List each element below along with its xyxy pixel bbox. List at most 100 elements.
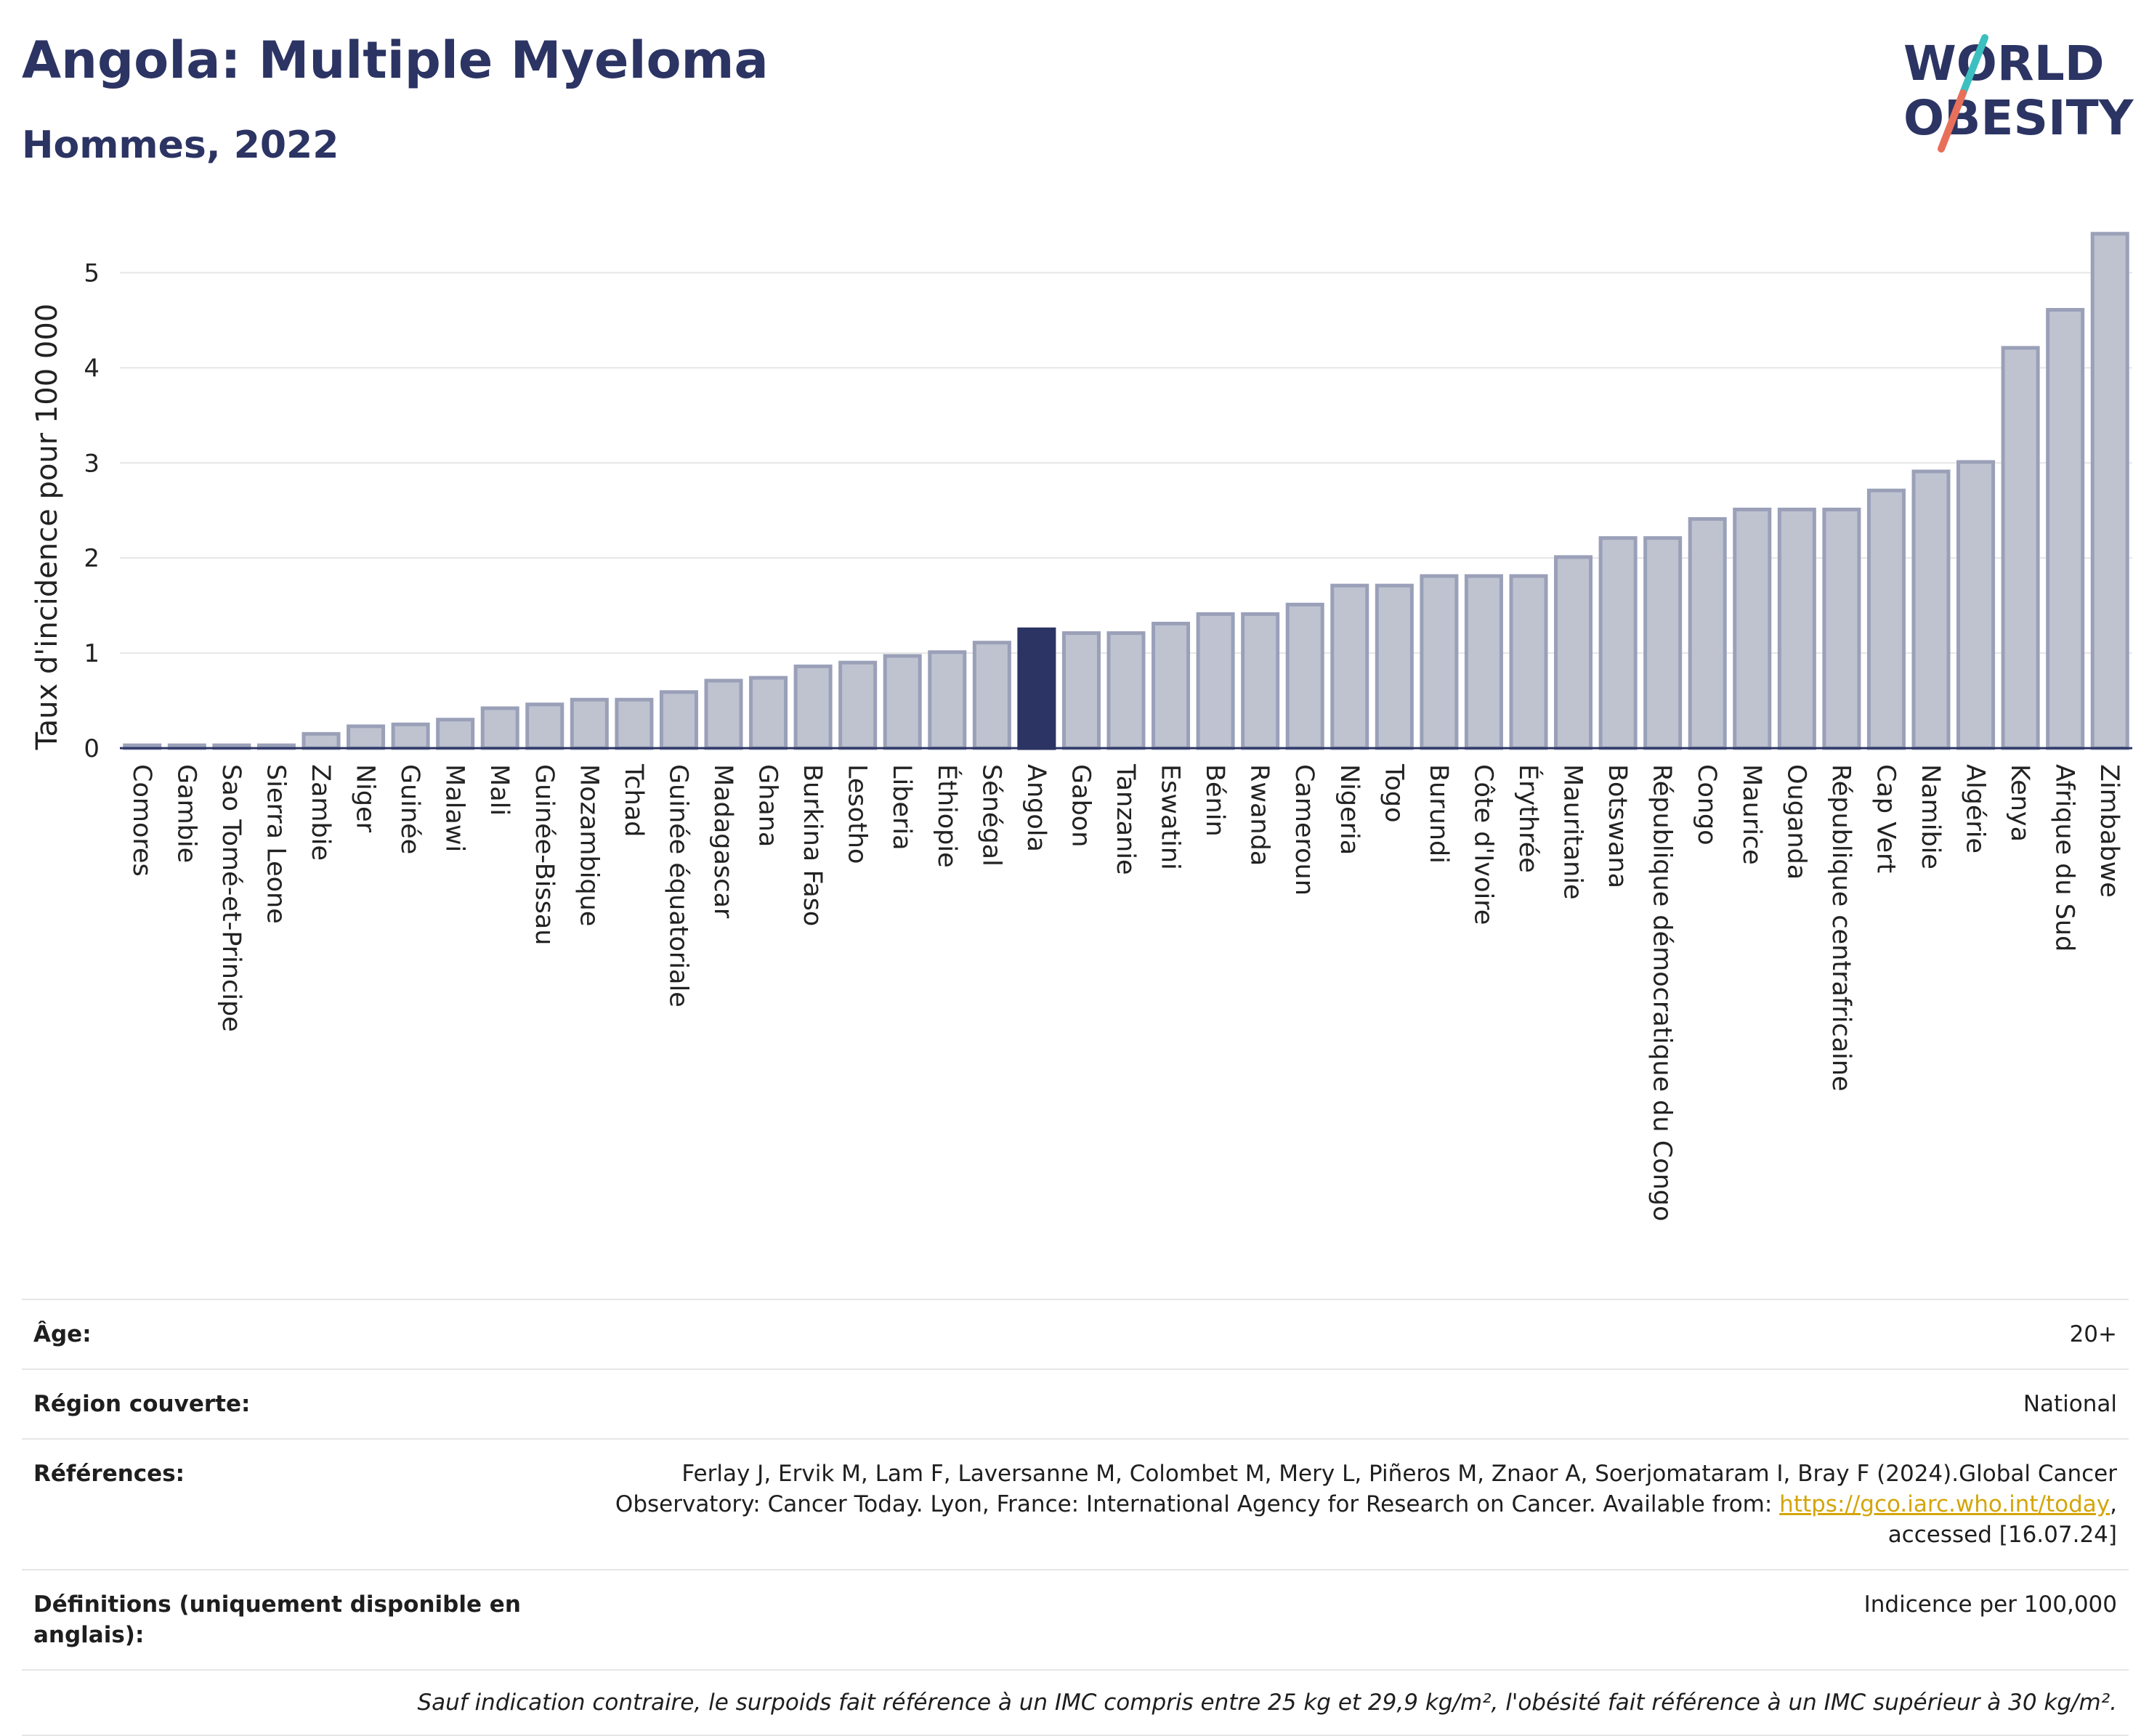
bar--thiopie [928, 650, 967, 750]
meta-row-age: Âge: 20+ [22, 1299, 2129, 1368]
x-tick-label: Angola [1021, 764, 1051, 852]
references-value: Ferlay J, Ervik M, Lam F, Laversanne M, … [591, 1459, 2117, 1550]
y-tick-label: 0 [84, 734, 100, 763]
bar-mozambique [570, 697, 609, 750]
y-tick-label: 1 [84, 639, 100, 668]
y-tick-label: 3 [84, 449, 100, 478]
logo-line-2: OBESITY [1903, 90, 2134, 146]
references-text: Ferlay J, Ervik M, Lam F, Laversanne M, … [615, 1461, 2117, 1517]
bar-rwanda [1241, 612, 1280, 750]
bar-madagascar [704, 678, 743, 750]
x-tick-label: Ghana [753, 764, 782, 847]
y-tick-label: 2 [84, 544, 100, 573]
x-tick-label: Tanzanie [1111, 763, 1140, 875]
bar-guin-e-bissau [525, 702, 564, 750]
bar-kenya [2001, 346, 2040, 750]
x-tick-label: République centrafricaine [1826, 764, 1855, 1092]
x-tick-label: Lesotho [843, 764, 872, 864]
y-tick-label: 4 [84, 354, 100, 383]
bar-nigeria [1330, 583, 1369, 750]
bar-burundi [1420, 574, 1459, 750]
page-title: Angola: Multiple Myeloma [22, 31, 769, 90]
x-tick-label: Guinée équatoriale [663, 764, 692, 1007]
x-tick-label: Guinée-Bissau [530, 764, 559, 946]
x-axis-labels: Comores Gambie Sao Tomé-et-Principe Sierra … [127, 763, 2124, 1221]
bar-tanzanie [1106, 631, 1146, 750]
bar-botswana [1598, 536, 1638, 750]
bar-namibie [1911, 469, 1951, 750]
age-value: 20+ [2069, 1321, 2117, 1347]
bar-liberia [883, 654, 922, 750]
x-tick-label: Algérie [1961, 764, 1990, 853]
logo-slash-coral [1938, 89, 1967, 153]
references-link[interactable]: https://gco.iarc.who.int/today [1779, 1491, 2110, 1517]
x-tick-label: Rwanda [1245, 764, 1274, 866]
x-tick-label: Comores [127, 764, 156, 877]
x-tick-label: Malawi [440, 764, 469, 852]
bar-afrique-du-sud [2046, 308, 2085, 750]
y-tick-label: 5 [84, 259, 100, 288]
age-label: Âge: [33, 1321, 92, 1347]
x-tick-label: Zimbabwe [2095, 764, 2124, 898]
region-label: Région couverte: [33, 1391, 251, 1417]
x-tick-label: Zambie [306, 764, 335, 861]
bar-burkina-faso [793, 664, 833, 750]
x-tick-label: Nigeria [1335, 764, 1364, 855]
x-tick-label: République démocratique du Congo [1648, 764, 1677, 1221]
bar-alg-rie [1956, 460, 1996, 750]
bar-angola [1017, 627, 1056, 750]
x-tick-label: Niger [351, 764, 380, 833]
meta-row-note: Sauf indication contraire, le surpoids f… [22, 1669, 2129, 1736]
x-tick-label: Cap Vert [1871, 764, 1900, 873]
x-tick-label: Érythrée [1513, 764, 1544, 873]
x-tick-label: Afrique du Sud [2050, 764, 2079, 952]
x-tick-label: Guinée [395, 764, 424, 854]
x-tick-label: Mauritanie [1558, 764, 1587, 900]
x-tick-label: Éthiopie [932, 764, 963, 868]
x-tick-label: Botswana [1603, 764, 1632, 888]
page-subtitle: Hommes, 2022 [22, 123, 339, 167]
x-tick-label: Mozambique [574, 764, 603, 926]
x-tick-label: Burundi [1424, 764, 1453, 864]
bar-c-te-d-ivoire [1464, 574, 1503, 750]
x-tick-label: Ouganda [1781, 764, 1810, 880]
bar-r-publique-centrafricaine [1822, 507, 1861, 750]
bar-maurice [1733, 507, 1772, 750]
x-tick-label: Sénégal [976, 764, 1005, 867]
x-tick-label: Cameroun [1290, 764, 1319, 896]
bar-ouganda [1777, 507, 1816, 750]
bar-b-nin [1196, 612, 1235, 750]
metadata-table: Âge: 20+ Région couverte: National Référ… [22, 1299, 2129, 1736]
bar-zimbabwe [2090, 232, 2129, 750]
bar-niger [347, 724, 386, 750]
bar-gabon [1061, 631, 1101, 750]
bars [120, 232, 2132, 750]
bar-lesotho [838, 660, 878, 750]
x-tick-label: Kenya [2005, 764, 2034, 842]
bar-ghana [749, 676, 788, 750]
x-tick-label: Congo [1692, 764, 1721, 845]
meta-row-references: Références: Ferlay J, Ervik M, Lam F, La… [22, 1438, 2129, 1569]
definitions-value: Indicence per 100,000 [1863, 1591, 2117, 1618]
x-tick-label: Madagascar [708, 764, 737, 919]
bar-tchad [615, 697, 654, 750]
logo-line-1: WORLD [1903, 36, 2105, 92]
bar-guin-e [391, 722, 430, 750]
bar--rythr-e [1509, 574, 1548, 750]
y-axis-label: Taux d'incidence pour 100 000 [31, 304, 64, 750]
x-tick-label: Sierra Leone [261, 764, 290, 924]
bar-cap-vert [1866, 488, 1906, 750]
definitions-label: Définitions (uniquement disponible en an… [33, 1591, 521, 1648]
bar-togo [1375, 583, 1414, 750]
x-tick-label: Tchad [619, 763, 648, 837]
x-tick-label: Côte d'Ivoire [1468, 764, 1497, 925]
x-tick-label: Maurice [1737, 764, 1766, 865]
x-tick-label: Sao Tomé-et-Principe [216, 764, 246, 1032]
x-tick-label: Togo [1379, 763, 1408, 822]
logo-slash-teal [1959, 34, 1988, 97]
region-value: National [2023, 1391, 2117, 1417]
meta-row-region: Région couverte: National [22, 1368, 2129, 1438]
bar-mauritanie [1554, 555, 1593, 750]
bar-zambie [301, 731, 341, 750]
x-tick-label: Gabon [1066, 764, 1095, 847]
